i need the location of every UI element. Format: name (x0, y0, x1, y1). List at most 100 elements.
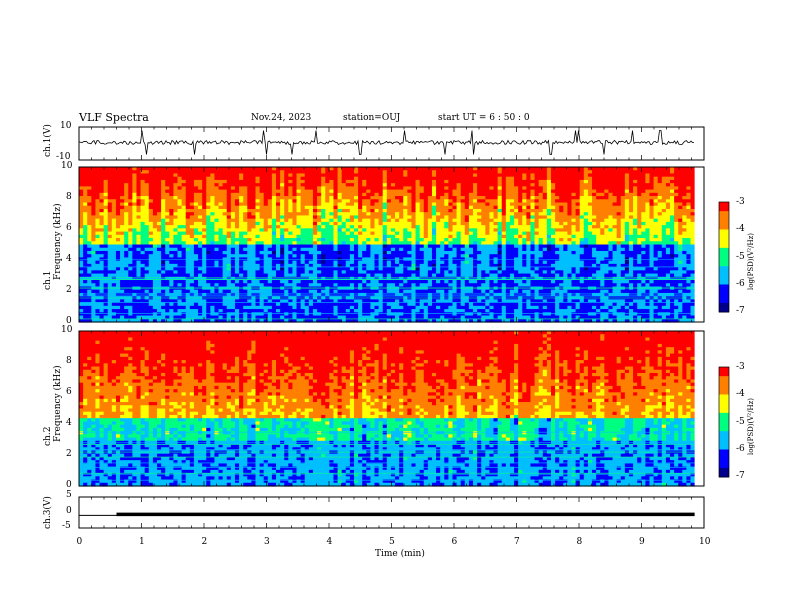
ch1-colorbar-segment (719, 284, 729, 287)
ch2-colorbar-segment (719, 425, 729, 428)
ch1-colorbar-segment (719, 304, 729, 307)
ch3-ytick-neg5: -5 (62, 521, 71, 531)
ch1-colorbar-segment (719, 306, 729, 309)
cb2-tick-5: -5 (736, 417, 745, 427)
ch1-colorbar-segment (719, 269, 729, 273)
ch2-colorbar-segment (719, 469, 729, 472)
ch1-colorbar (718, 201, 730, 313)
ch1-colorbar-segment (719, 202, 729, 205)
ch2-colorbar-segment (719, 378, 729, 381)
ch2-spec-ytick-8: 8 (66, 356, 72, 366)
ch2-colorbar-segment (719, 370, 729, 373)
ch3-ytick-0: 0 (66, 506, 72, 516)
ch1-colorbar-segment (719, 280, 729, 284)
ch2-colorbar-segment (719, 447, 729, 450)
ch1-colorbar-segment (719, 238, 729, 241)
cb2-tick-6: -6 (736, 444, 745, 454)
cb1-tick-4: -4 (736, 224, 745, 234)
ch2-colorbar-segment (719, 455, 729, 458)
ch2-colorbar-segment (719, 389, 729, 392)
ch3-ytick-5: 5 (66, 490, 72, 500)
ch1-colorbar-segment (719, 216, 729, 219)
x-axis-label: Time (min) (375, 549, 425, 559)
x-tick-label: 5 (389, 537, 395, 547)
ch2-colorbar-segment (719, 385, 729, 388)
ch1-colorbar-segment (719, 214, 729, 218)
ch2-colorbar-segment (719, 367, 729, 370)
ch1-colorbar-segment (719, 218, 729, 221)
cb1-tick-7: -7 (736, 306, 745, 316)
ch2-spectrogram-heatmap (79, 331, 704, 487)
ch1-colorbar-segment (719, 293, 729, 296)
cb2-tick-4: -4 (736, 389, 745, 399)
ch2-colorbar-segment (719, 420, 729, 423)
ch2-colorbar-segment (719, 418, 729, 421)
ch1-colorbar-segment (719, 266, 729, 269)
ch1-colorbar-segment (719, 277, 729, 280)
cb1-tick-5: -5 (736, 252, 745, 262)
ch1-colorbar-segment (719, 247, 729, 251)
ch2-colorbar-segment (719, 438, 729, 441)
x-tick-label: 0 (76, 537, 83, 547)
ch2-colorbar-segment (719, 436, 729, 439)
ch2-colorbar-segment (719, 387, 729, 390)
ch1-colorbar-segment (719, 310, 729, 313)
ch2-colorbar-segment (719, 453, 729, 456)
cb1-tick-3: -3 (736, 197, 745, 207)
ch2-colorbar-segment (719, 445, 729, 449)
ch1-colorbar-segment (719, 205, 729, 208)
ch1-colorbar-segment (719, 273, 729, 276)
ch1-colorbar-segment (719, 268, 729, 271)
ch1-spectrogram-heatmap (79, 167, 704, 323)
ch1-colorbar-segment (719, 264, 729, 267)
ch1-colorbar-segment (719, 301, 729, 304)
ch1-colorbar-segment (719, 211, 729, 214)
ch1-spec-ytick-2: 2 (66, 285, 72, 295)
ch2-colorbar-segment (719, 379, 729, 383)
ch1-colorbar-segment (719, 251, 729, 254)
ch1-colorbar-segment (719, 246, 729, 249)
ch2-colorbar-segment (719, 440, 729, 443)
ch2-colorbar-segment (719, 423, 729, 427)
cb1-tick-6: -6 (736, 279, 745, 289)
ch1-colorbar-segment (719, 262, 729, 265)
ch2-colorbar-segment (719, 449, 729, 452)
ch2-colorbar-segment (719, 464, 729, 467)
ch2-colorbar-segment (719, 431, 729, 434)
ch1-colorbar-segment (719, 302, 729, 306)
ch2-colorbar-segment (719, 434, 729, 438)
ch2-colorbar-segment (719, 407, 729, 410)
ch2-colorbar-segment (719, 451, 729, 454)
ch1-colorbar-segment (719, 227, 729, 230)
ch2-spec-ytick-4: 4 (66, 418, 72, 428)
ch1-colorbar-segment (719, 233, 729, 236)
ch1-colorbar-segment (719, 255, 729, 258)
ch2-colorbar-segment (719, 473, 729, 476)
ch2-colorbar-segment (719, 412, 729, 416)
ch1-colorbar-segment (719, 279, 729, 282)
ch1-colorbar-segment (719, 231, 729, 234)
ch2-colorbar-segment (719, 467, 729, 471)
x-tick-label: 1 (139, 537, 145, 547)
ch2-spec-ytick-2: 2 (66, 449, 72, 459)
ch1-colorbar-segment (719, 220, 729, 223)
ch1-waveform-line (78, 130, 694, 155)
ch2-colorbar-segment (719, 376, 729, 379)
ch2-colorbar-segment (719, 422, 729, 425)
ch2-colorbar-segment (719, 390, 729, 394)
ch2-colorbar-segment (719, 444, 729, 447)
cb2-tick-3: -3 (736, 362, 745, 372)
x-tick-label: 8 (576, 537, 583, 547)
date-label: Nov.24, 2023 (251, 113, 312, 123)
ch2-colorbar-segment (719, 396, 729, 399)
ch1-colorbar-segment (719, 297, 729, 300)
ch1-colorbar-segment (719, 207, 729, 210)
ch1-colorbar-segment (719, 222, 729, 225)
ch1-colorbar-segment (719, 242, 729, 245)
ch1-colorbar-segment (719, 271, 729, 274)
chart-title: VLF Spectra (79, 111, 149, 124)
x-tick-label: 7 (514, 537, 520, 547)
ch2-colorbar-segment (719, 368, 729, 372)
ch2-colorbar-segment (719, 403, 729, 406)
